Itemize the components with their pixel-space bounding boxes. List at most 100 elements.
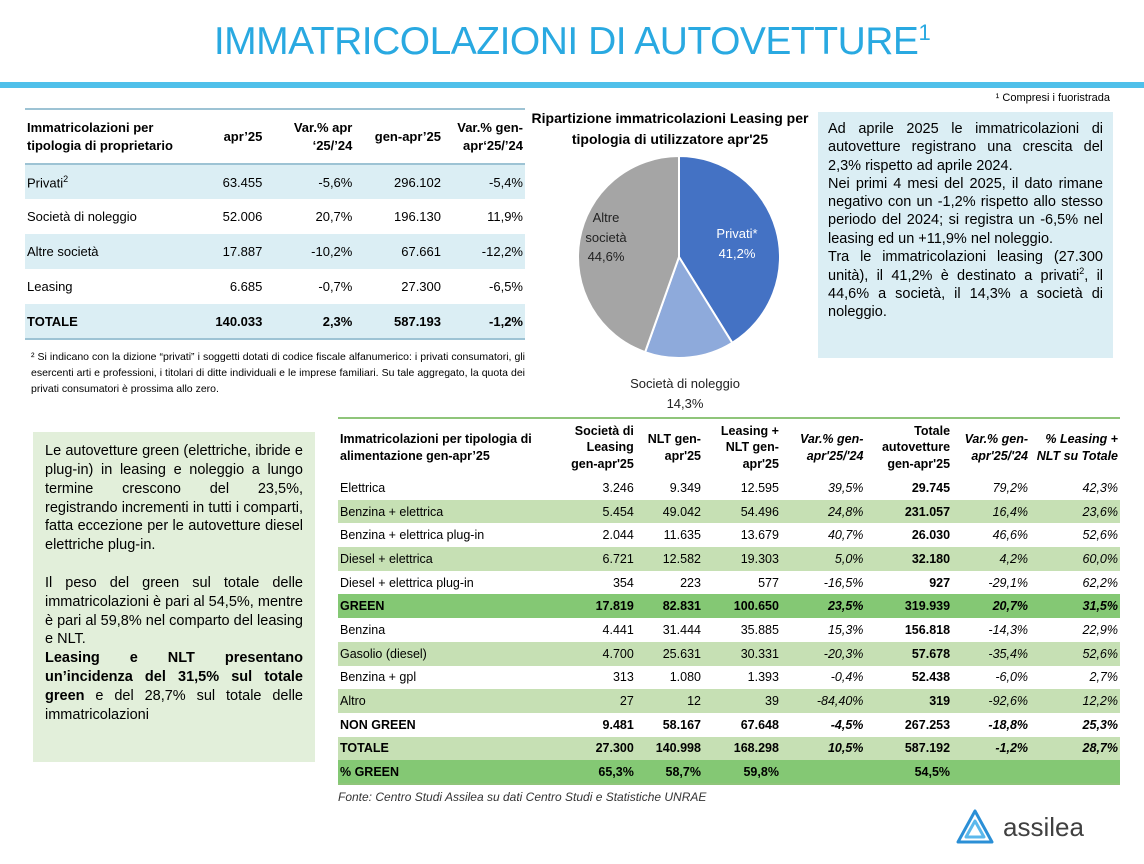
pie-slice-2 xyxy=(577,154,680,354)
table-cell: 59,8% xyxy=(702,760,781,784)
table-cell: -6,0% xyxy=(995,670,1029,685)
table-cell: 27 xyxy=(565,689,636,713)
table-cell: 25.631 xyxy=(635,641,703,666)
table-cell: 35.885 xyxy=(740,622,779,637)
table-cell: 4,2% xyxy=(952,547,1031,571)
table-cell: 58.167 xyxy=(662,717,701,732)
table-cell: 5,0% xyxy=(780,547,866,571)
table-cell: 1.080 xyxy=(669,670,701,685)
header-cell: Immatricolazioni per tipologia di propri… xyxy=(25,109,200,165)
footnote-1: ¹ Compresi i fuoristrada xyxy=(995,92,1110,104)
table-cell: 60,0% xyxy=(1030,547,1120,571)
cell-genapr: 67.661 xyxy=(354,234,443,269)
table-cell: 20,7% xyxy=(952,594,1031,619)
title-sup: 1 xyxy=(918,20,931,45)
summary-box: Ad aprile 2025 le immatricolazioni di au… xyxy=(818,112,1113,358)
table-cell: Diesel + elettrica xyxy=(338,547,566,571)
cell-apr: 52.006 xyxy=(222,209,263,224)
table-cell: -92,6% xyxy=(952,689,1031,713)
table-cell: 23,5% xyxy=(780,594,866,619)
cell-genapr: 296.102 xyxy=(354,164,443,199)
table-cell: -0,4% xyxy=(830,670,864,685)
footnote-2: ² Si indicano con la dizione “privati” i… xyxy=(31,351,525,395)
header-cell: Leasing + NLT gen-apr'25 xyxy=(720,424,779,471)
table-cell: 31.444 xyxy=(662,622,701,637)
table-cell: 26.030 xyxy=(911,528,951,543)
table-cell: 28,7% xyxy=(1030,736,1120,761)
cell-var_apr: 20,7% xyxy=(315,209,353,224)
table-cell: 2,7% xyxy=(1089,670,1119,685)
row-label: TOTALE xyxy=(25,304,200,339)
cell-var_apr: 2,3% xyxy=(264,304,355,339)
header-cell: Totale autovetture gen-apr'25 xyxy=(881,424,951,471)
logo-triangle-icon xyxy=(956,809,994,844)
table-cell: 4.441 xyxy=(602,622,634,637)
table-cell: 39 xyxy=(702,689,781,713)
green-p2: Il peso del green sul totale delle immat… xyxy=(45,574,303,648)
page-title: IMMATRICOLAZIONI DI AUTOVETTURE1 xyxy=(0,20,1144,64)
table-row: Società di noleggio 52.006 20,7% 196.130 11,… xyxy=(25,199,525,234)
table-cell: 5.454 xyxy=(565,499,636,524)
green-p3: Leasing e NLT presentano un’incidenza de… xyxy=(45,650,303,723)
cell-apr: 17.887 xyxy=(200,234,265,269)
owner-table: Immatricolazioni per tipologia di propri… xyxy=(25,108,525,340)
pie-label-altre: Altre società 44,6% xyxy=(585,210,627,264)
table-cell: 24,8% xyxy=(780,499,866,524)
cell-genapr: 196.130 xyxy=(394,209,441,224)
table-cell: -29,1% xyxy=(988,575,1029,590)
cell-var_apr: -5,6% xyxy=(264,164,355,199)
table-cell: % GREEN xyxy=(338,760,566,784)
cell-genapr: 27.300 xyxy=(401,279,441,294)
table-row: Benzina 4.441 31.444 35.885 15,3% 156.818 -14,… xyxy=(338,618,1120,642)
header-cell: NLT gen-apr'25 xyxy=(647,432,701,463)
table-cell: 25,3% xyxy=(1082,717,1118,732)
cell-var_genapr: -12,2% xyxy=(443,234,525,269)
table-cell: 52.438 xyxy=(911,670,951,685)
table-row: Privati2 63.455 -5,6% 296.102 -5,4% xyxy=(25,164,525,199)
table-cell: 40,7% xyxy=(827,528,864,543)
table-cell: 354 xyxy=(612,575,634,590)
table-row: Altro 27 12 39 -84,40% 319 -92,6% 12,2% xyxy=(338,689,1120,713)
table-cell: 168.298 xyxy=(702,736,781,761)
table-cell: Benzina + gpl xyxy=(340,670,417,685)
table-cell: 231.057 xyxy=(865,499,953,524)
table-cell: 140.998 xyxy=(635,736,703,761)
header-cell: Var.% gen-apr‘25/’24 xyxy=(443,109,525,165)
table-cell: 16,4% xyxy=(952,499,1031,524)
table-row: Benzina + elettrica plug-in 2.044 11.635 13… xyxy=(338,523,1120,547)
table-cell: -4,5% xyxy=(830,717,864,732)
table-cell: 31,5% xyxy=(1030,594,1120,619)
table-cell: 313 xyxy=(612,670,634,685)
header-cell: Var.% gen-apr'25/'24 xyxy=(964,432,1029,463)
table-cell: -14,3% xyxy=(988,622,1029,637)
header-cell: gen-apr’25 xyxy=(354,109,443,165)
cell-var_genapr: 11,9% xyxy=(487,209,523,224)
table-row: Leasing 6.685 -0,7% 27.300 -6,5% xyxy=(25,269,525,304)
table-cell: Altro xyxy=(338,689,566,713)
table-cell xyxy=(952,760,1031,784)
row-label: Altre società xyxy=(25,234,200,269)
table-cell: -20,3% xyxy=(780,641,866,666)
header-cell: Società di Leasing gen-apr'25 xyxy=(571,424,634,471)
summary-p3: Tra le immatricolazioni leasing (27.300 … xyxy=(828,248,1104,321)
table-cell: 30.331 xyxy=(702,641,781,666)
source-note: Fonte: Centro Studi Assilea su dati Cent… xyxy=(338,790,707,804)
title-rule xyxy=(0,82,1144,88)
cell-apr: 6.685 xyxy=(229,279,263,294)
green-box: Le autovetture green (elettriche, ibride… xyxy=(33,432,315,762)
table-cell: Benzina + elettrica xyxy=(338,499,566,524)
table-row: Elettrica 3.246 9.349 12.595 39,5% 29.745 79,2… xyxy=(338,476,1120,500)
logo-text: assilea xyxy=(1003,811,1084,842)
pie-slice-1 xyxy=(643,254,734,359)
title-text: IMMATRICOLAZIONI DI AUTOVETTURE xyxy=(213,20,919,63)
summary-p2: Nei primi 4 mesi del 2025, il dato riman… xyxy=(828,175,1103,247)
table-cell: 12,2% xyxy=(1030,689,1120,713)
pie-label-noleggio: Società di noleggio 14,3% xyxy=(630,376,740,411)
table-cell: 52,6% xyxy=(1082,528,1118,543)
table-cell: -18,8% xyxy=(988,717,1029,732)
table-cell: Benzina + elettrica plug-in xyxy=(340,528,485,543)
table-cell: 9.481 xyxy=(602,717,634,732)
table-cell: -16,5% xyxy=(823,575,864,590)
cell-var_genapr: -1,2% xyxy=(443,304,525,339)
cell-var_apr: -0,7% xyxy=(318,279,353,294)
